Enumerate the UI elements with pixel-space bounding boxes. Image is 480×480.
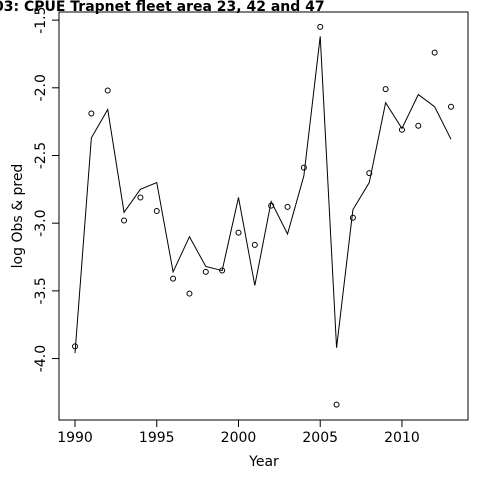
obs-point <box>366 170 373 177</box>
obs-point <box>104 87 111 94</box>
obs-point <box>447 103 454 110</box>
y-axis-label: log Obs & pred <box>10 164 26 269</box>
x-tick-label: 1990 <box>57 430 93 446</box>
y-tick-label: -4.0 <box>33 345 49 372</box>
obs-point <box>333 401 340 408</box>
obs-point <box>317 23 324 30</box>
obs-point <box>153 207 160 214</box>
obs-point <box>88 110 95 117</box>
obs-point <box>300 164 307 171</box>
obs-point <box>415 122 422 129</box>
obs-point <box>202 268 209 275</box>
x-tick-label: 1995 <box>139 430 175 446</box>
obs-point <box>284 203 291 210</box>
obs-point <box>431 49 438 56</box>
x-tick-label: 2005 <box>302 430 338 446</box>
obs-point <box>349 214 356 221</box>
obs-point <box>137 194 144 201</box>
obs-point <box>251 241 258 248</box>
y-tick-label: -3.5 <box>33 277 49 304</box>
plot-frame <box>58 11 469 421</box>
chart-title: 03: CPUE Trapnet fleet area 23, 42 and 4… <box>0 0 325 15</box>
obs-point <box>121 217 128 224</box>
x-axis-label: Year <box>248 454 279 470</box>
obs-point <box>235 229 242 236</box>
obs-point <box>170 275 177 282</box>
obs-point <box>382 86 389 93</box>
x-tick-label: 2010 <box>384 430 420 446</box>
x-tick-label: 2000 <box>221 430 257 446</box>
y-tick-label: -2.0 <box>33 74 49 101</box>
pred-line <box>74 36 452 354</box>
y-tick-label: -1.5 <box>33 6 49 33</box>
y-tick-label: -3.0 <box>33 210 49 237</box>
obs-point <box>219 267 226 274</box>
y-tick-label: -2.5 <box>33 142 49 169</box>
obs-point <box>186 290 193 297</box>
